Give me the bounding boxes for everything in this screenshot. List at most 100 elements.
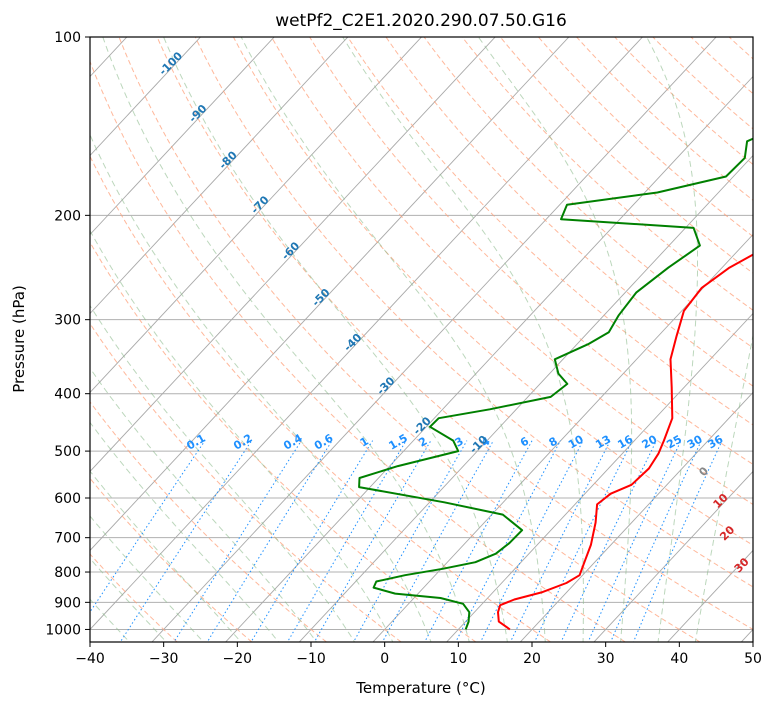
y-tick-label: 700 — [54, 531, 81, 547]
y-tick-label: 100 — [54, 30, 81, 46]
mixing-ratio-line — [206, 440, 333, 642]
mixing-ratio-line — [560, 440, 657, 642]
dry-adiabat-label: -40 — [341, 331, 364, 354]
moist-adiabat-label: 0 — [696, 464, 711, 479]
mixing-ratio-line — [353, 440, 468, 642]
chart-title: wetPf2_C2E1.2020.290.07.50.G16 — [275, 11, 567, 31]
moist-adiabat — [90, 470, 242, 642]
mixing-ratio-line — [509, 440, 611, 642]
mixing-ratio-label: 0.4 — [281, 431, 305, 452]
mixing-ratio-line — [455, 440, 561, 642]
x-axis-label: Temperature (°C) — [355, 679, 485, 697]
dry-adiabat-label: -100 — [156, 49, 185, 78]
moist-adiabat — [477, 37, 633, 642]
isotherm--80 — [90, 37, 349, 315]
dry-adiabat — [309, 37, 753, 465]
y-tick-label: 600 — [54, 491, 81, 507]
dry-adiabat — [90, 155, 551, 642]
x-tick-label: 50 — [744, 651, 762, 667]
dry-adiabat — [499, 37, 753, 274]
moist-adiabat — [90, 304, 356, 642]
dry-adiabat — [614, 37, 753, 166]
y-tick-label: 900 — [54, 595, 81, 611]
isotherm--50 — [90, 37, 570, 552]
moist-adiabat — [90, 367, 318, 642]
isotherm--10 — [298, 154, 753, 642]
isotherm-10 — [446, 312, 753, 642]
y-tick-label: 300 — [54, 313, 81, 329]
moist-adiabat — [240, 37, 546, 642]
temperature-profile — [497, 253, 753, 631]
mixing-ratio-label: 0.1 — [184, 432, 207, 453]
dry-adiabat — [194, 37, 753, 588]
moist-adiabat — [646, 37, 698, 642]
isotherm--40 — [90, 37, 644, 631]
mixing-ratio-line — [587, 440, 682, 642]
y-tick-label: 500 — [54, 444, 81, 460]
isotherm--100 — [90, 37, 202, 157]
mixing-ratio-line — [173, 440, 302, 642]
moist-adiabat — [90, 229, 394, 642]
mixing-ratio-label: 25 — [664, 433, 684, 452]
mixing-ratio-label: 1.5 — [386, 432, 409, 453]
x-tick-label: 30 — [597, 651, 615, 667]
mixing-ratio-line — [90, 440, 206, 613]
x-tick-label: 0 — [380, 651, 389, 667]
mixing-ratio-label: 8 — [547, 435, 560, 450]
mixing-ratio-line — [313, 440, 432, 642]
mixing-ratio-line — [119, 440, 253, 642]
mixing-ratio-label: 1 — [358, 435, 371, 450]
dry-adiabat — [385, 37, 753, 387]
x-tick-label: −20 — [223, 651, 253, 667]
x-tick-label: −10 — [296, 651, 326, 667]
x-tick-label: −40 — [75, 651, 105, 667]
dry-adiabat-label: -50 — [309, 286, 332, 309]
isotherm--20 — [225, 75, 753, 642]
moist-adiabat — [163, 37, 508, 642]
isotherm-0 — [372, 233, 753, 642]
mixing-ratio-line — [632, 440, 723, 642]
mixing-ratio-line — [480, 440, 584, 642]
y-tick-label: 400 — [54, 387, 81, 403]
dry-adiabat — [90, 401, 327, 642]
isotherm-20 — [519, 391, 753, 642]
dry-adiabat-label: -90 — [186, 102, 209, 125]
y-tick-label: 200 — [54, 208, 81, 224]
moist-adiabat — [90, 133, 432, 642]
dewpoint-profile — [358, 137, 753, 630]
dry-adiabat — [90, 477, 253, 642]
isotherm-30 — [593, 470, 753, 642]
moist-adiabat-label: 40 — [751, 581, 771, 601]
moist-adiabat-label: 10 — [711, 491, 731, 511]
x-tick-label: 10 — [449, 651, 467, 667]
mixing-ratio-label: 10 — [566, 432, 586, 451]
mixing-ratio-line — [534, 440, 633, 642]
plot-frame — [89, 36, 754, 643]
mixing-ratio-line — [381, 440, 494, 642]
dry-adiabat — [537, 37, 753, 238]
dry-adiabat — [90, 322, 402, 642]
dry-adiabat-label: -10 — [467, 433, 490, 456]
mixing-ratio-label: 20 — [640, 432, 660, 451]
mixing-ratio-line — [424, 440, 533, 642]
moist-adiabat — [90, 421, 280, 642]
moist-adiabat-label: 20 — [717, 523, 737, 543]
isotherm--30 — [151, 37, 717, 642]
dry-adiabat — [90, 241, 477, 642]
dry-adiabat-label: -60 — [279, 239, 302, 262]
mixing-ratio-label: 16 — [615, 432, 635, 451]
y-axis-label: Pressure (hPa) — [10, 285, 28, 393]
mixing-ratio-label: 30 — [685, 432, 705, 451]
dry-adiabat — [423, 37, 753, 349]
dry-adiabat — [652, 37, 753, 130]
mixing-ratio-label: 0.2 — [231, 432, 254, 453]
moist-adiabat — [694, 332, 753, 642]
mixing-ratio-label: 13 — [593, 433, 613, 452]
x-tick-label: 20 — [523, 651, 541, 667]
dry-adiabat — [232, 37, 753, 546]
isotherm--90 — [90, 37, 275, 236]
x-tick-label: 40 — [670, 651, 688, 667]
isotherm--60 — [90, 37, 496, 473]
dry-adiabat-label: -70 — [248, 193, 271, 216]
